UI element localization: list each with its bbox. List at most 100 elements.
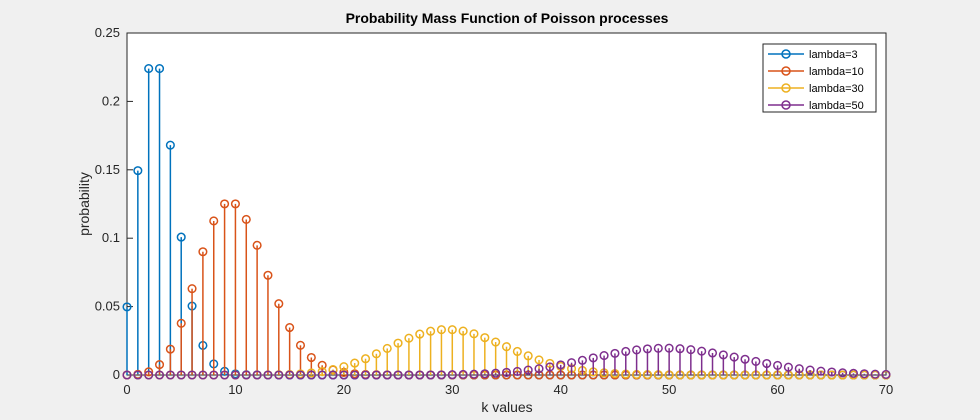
stem-marker [144,367,154,377]
stem-marker [241,214,251,225]
stem-marker [187,370,197,380]
stem-marker [469,369,479,379]
stem-marker [610,348,620,358]
stem-marker [350,370,360,380]
stem-marker [523,365,533,375]
stem-marker [480,333,490,343]
stem-marker [144,64,154,74]
stem-marker [697,346,707,356]
stem-marker [360,370,371,380]
stem-marker [740,354,750,364]
stem-marker [783,362,793,372]
stem-marker [870,369,880,379]
stem-marker [350,358,360,368]
stem-marker [827,367,837,377]
stem-marker [491,368,501,378]
axes-box [126,32,887,376]
stem-marker [805,365,815,375]
legend: lambda=3 lambda=10 lambda=30 lambda=50 [762,43,877,113]
stem-marker [220,370,230,380]
stem-marker [198,370,208,380]
stem-marker [588,353,598,363]
stem-marker [469,329,479,339]
stem-marker [339,370,349,380]
stem-marker [556,360,566,370]
stem-marker [534,364,544,374]
stem-marker [664,343,674,353]
stem-marker [816,366,826,376]
stem-marker [274,299,284,309]
stem-marker [165,344,175,354]
stem-marker [393,370,403,380]
stem-marker [447,370,457,380]
stem-marker [252,240,262,250]
stem-marker [382,343,392,354]
stem-marker [263,370,273,380]
y-axis-label: probability [76,172,92,236]
stem-marker [241,370,251,380]
x-tick-label: 20 [337,382,351,397]
stem-marker [274,370,284,380]
stem-marker [263,270,273,280]
legend-label: lambda=50 [809,100,864,112]
stem-marker [328,370,338,380]
stem-marker [794,364,804,374]
stem-marker [480,369,490,379]
stem-marker [285,370,295,380]
stem-marker [317,360,327,370]
x-tick-label: 50 [662,382,676,397]
stem-marker [176,318,186,328]
stem-marker [707,348,718,358]
stem-marker [404,333,414,343]
stem-marker [686,345,696,355]
stem-marker [653,343,663,353]
y-tick-label: 0 [113,367,120,382]
x-tick-label: 10 [228,382,242,397]
stem-marker [881,369,891,380]
stem-marker [718,350,728,360]
series-layer [122,64,891,380]
chart-title: Probability Mass Function of Poisson pro… [346,10,669,26]
stem-marker [848,368,859,378]
stem-marker [512,366,522,376]
stem-marker [501,367,512,377]
x-tick-label: 30 [445,382,459,397]
stem-marker [198,247,208,257]
stem-marker [599,351,609,361]
stem-marker [382,370,392,380]
stem-marker [209,370,219,380]
stem-marker [827,370,837,380]
stem-marker [838,368,848,378]
stem-marker [773,360,783,370]
stem-marker [317,370,327,380]
stem-marker [165,370,175,380]
stem-marker [404,370,414,380]
stem-marker [491,337,501,347]
stem-marker [122,302,132,312]
legend-marker [781,49,791,59]
stem-marker [328,364,338,375]
y-tick-label: 0.15 [95,162,120,177]
stem-marker [285,322,295,333]
stem-marker [393,338,403,348]
stem-marker [252,370,262,380]
stem-marker [567,358,577,368]
legend-items: lambda=3 lambda=10 lambda=30 lambda=50 [768,49,864,112]
stem-marker [436,370,446,380]
stem-marker [230,199,240,209]
y-tick-label: 0.1 [102,230,120,245]
y-tick-label: 0.2 [102,93,120,108]
stem-marker [187,284,197,294]
stem-marker [859,369,869,379]
legend-label: lambda=10 [809,66,864,78]
stem-marker [220,199,230,209]
stem-marker [144,370,154,380]
stem-marker [534,355,544,365]
x-axis-label: k values [481,399,532,415]
stem-marker [632,345,642,355]
stem-marker [458,369,468,380]
x-tick-label: 70 [879,382,893,397]
x-tick-label: 60 [770,382,784,397]
